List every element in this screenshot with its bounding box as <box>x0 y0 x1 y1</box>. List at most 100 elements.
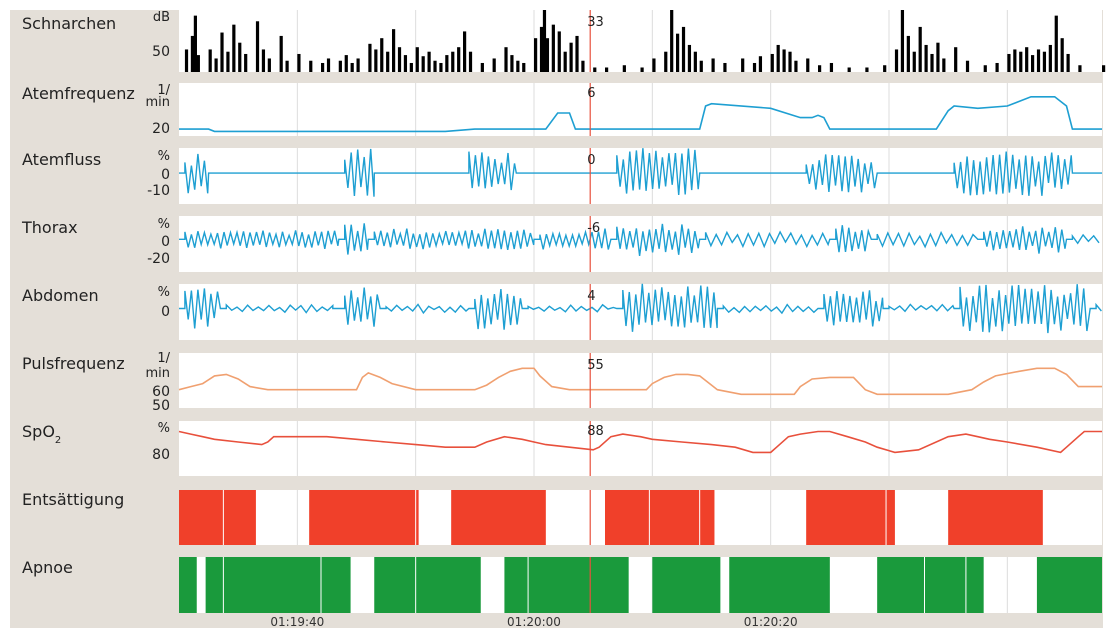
snore-bar <box>782 49 786 72</box>
snore-bar <box>664 51 668 72</box>
snore-bar <box>309 60 313 72</box>
snore-bar <box>403 55 408 72</box>
snore-bar <box>906 35 910 72</box>
snore-bar <box>924 44 928 72</box>
apnea-segment <box>1036 557 1102 613</box>
snore-bar <box>380 38 384 72</box>
tick-label: 50 <box>152 44 170 60</box>
track-label: SpO2 <box>22 422 61 446</box>
snore-bar <box>480 62 484 72</box>
snore-bar <box>397 47 402 72</box>
unit-label: % <box>158 217 170 232</box>
series-line <box>179 96 1102 133</box>
snore-bar <box>226 51 230 72</box>
snore-bar <box>575 35 579 72</box>
snore-bar <box>711 58 715 72</box>
plot-area <box>179 83 1102 136</box>
cursor-value: 55 <box>587 358 604 373</box>
snore-bar <box>321 62 325 72</box>
snore-bar <box>463 31 467 72</box>
time-tick-label: 01:20:20 <box>744 615 798 628</box>
apnea-segment <box>504 557 629 613</box>
snore-bar <box>539 26 544 73</box>
snore-bar <box>244 53 248 72</box>
snore-bar <box>504 47 508 72</box>
track-6 <box>178 353 1102 408</box>
snore-bar <box>196 55 200 72</box>
unit-label: % <box>158 421 170 436</box>
snore-bar <box>184 49 189 72</box>
unit-label: dB <box>153 10 170 25</box>
tick-label: 0 <box>161 167 170 183</box>
snore-bar <box>1007 53 1011 72</box>
snore-bar <box>581 60 585 72</box>
snore-bar <box>829 62 834 72</box>
snore-bar <box>445 55 449 72</box>
apnea-segment <box>179 557 197 613</box>
tick-label: -10 <box>147 183 170 199</box>
track-label: Apnoe <box>22 558 73 577</box>
snore-bar <box>847 67 851 72</box>
snore-bar <box>818 65 822 72</box>
snore-bar <box>593 67 597 72</box>
snore-bar <box>918 26 922 73</box>
snore-bar <box>344 55 348 72</box>
snore-bar <box>279 35 283 72</box>
track-label: Atemfluss <box>22 150 101 169</box>
snore-bar <box>214 58 218 72</box>
snore-bar <box>232 24 236 72</box>
desaturation-segment <box>179 490 256 545</box>
snore-bar <box>1102 65 1106 72</box>
tick-label: 60 <box>152 384 170 400</box>
series-line <box>179 148 1102 197</box>
snore-bar <box>741 58 745 72</box>
track-7 <box>178 421 1102 476</box>
snore-bar <box>1042 51 1047 72</box>
track-label: Abdomen <box>22 286 99 305</box>
snore-bar <box>806 58 810 72</box>
snore-bar <box>1054 15 1058 72</box>
snore-bar <box>350 62 354 72</box>
snore-bar <box>912 51 916 72</box>
tick-label: -20 <box>147 251 170 267</box>
snore-bar <box>640 67 644 72</box>
snore-bar <box>557 31 561 72</box>
track-5 <box>179 283 1102 340</box>
snore-bar <box>409 62 413 72</box>
snore-bar <box>1013 49 1017 72</box>
snore-bar <box>238 42 242 72</box>
unit-label: min <box>145 366 170 381</box>
snore-bar <box>356 58 360 72</box>
desaturation-segment <box>309 490 419 545</box>
snore-bar <box>693 51 697 72</box>
snore-bar <box>285 60 289 72</box>
snore-bar <box>865 67 869 72</box>
apnea-segment <box>877 557 984 613</box>
snore-bar <box>681 26 686 73</box>
apnea-segment <box>374 557 481 613</box>
snore-bar <box>752 62 757 72</box>
snore-bar <box>421 56 425 72</box>
track-label: Pulsfrequenz <box>22 354 125 373</box>
snore-bar <box>758 56 763 72</box>
snore-bar <box>326 58 331 72</box>
snore-bar <box>451 51 455 72</box>
time-tick-label: 01:19:40 <box>270 615 324 628</box>
snore-bar <box>794 60 798 72</box>
snore-bar <box>954 47 958 72</box>
snore-bar <box>516 60 520 72</box>
snore-bar <box>386 51 390 72</box>
snore-bar <box>563 51 567 72</box>
snore-bar <box>723 62 727 72</box>
snore-bar <box>551 24 555 72</box>
snore-bar <box>1060 38 1064 72</box>
apnea-segment <box>205 557 351 613</box>
apnea-segment <box>652 557 721 613</box>
snore-bar <box>545 38 550 72</box>
snore-bar <box>788 51 792 72</box>
plot-area <box>179 421 1102 476</box>
snore-bar <box>900 10 905 72</box>
snore-bar <box>569 42 573 72</box>
unit-label: min <box>145 95 170 110</box>
snore-bar <box>427 51 431 72</box>
